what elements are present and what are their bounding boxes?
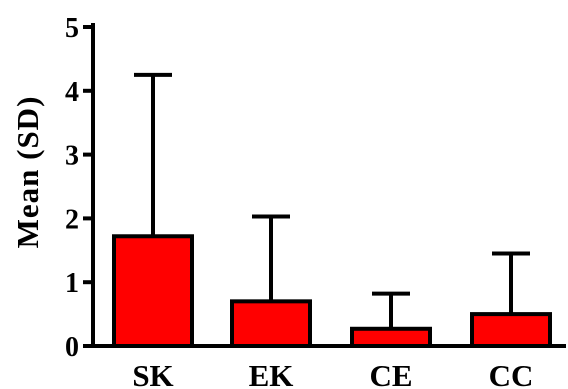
y-tick-label-4: 4 <box>65 77 79 108</box>
plot-area: SK EK CE CC 0 1 2 3 4 5 <box>65 13 566 389</box>
y-tick-label-5: 5 <box>65 13 79 44</box>
x-tick-label-cc: CC <box>489 358 534 389</box>
x-tick-label-ek: EK <box>249 358 294 389</box>
y-tick-label-0: 0 <box>65 332 79 363</box>
y-tick-label-2: 2 <box>65 204 79 235</box>
x-tick-label-ce: CE <box>369 358 412 389</box>
y-tick-label-1: 1 <box>65 268 79 299</box>
y-tick-label-3: 3 <box>65 141 79 172</box>
x-tick-label-sk: SK <box>132 358 173 389</box>
bar-cc <box>470 312 552 349</box>
bar-sk <box>112 234 194 349</box>
bar-ek <box>230 299 312 348</box>
bar-ce <box>350 326 432 348</box>
y-axis-title: Mean (SD) <box>10 96 45 249</box>
